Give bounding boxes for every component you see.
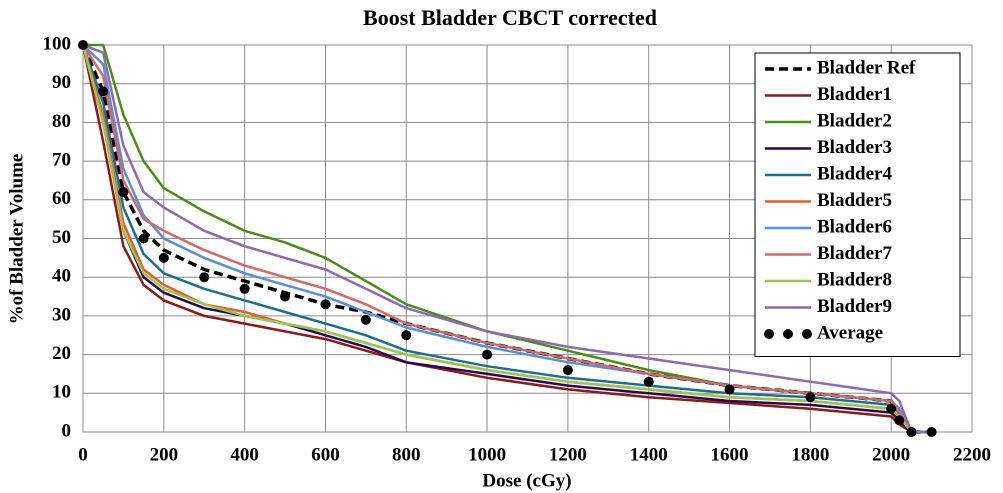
x-tick-label: 400 [230, 444, 259, 465]
series-line [81, 44, 932, 434]
data-point [239, 283, 250, 294]
x-tick-label: 800 [392, 444, 421, 465]
y-tick-label: 100 [43, 33, 72, 54]
x-tick-label: 1200 [549, 444, 587, 465]
data-point [724, 384, 735, 395]
legend-label: Bladder5 [817, 190, 892, 211]
y-tick-label: 80 [52, 111, 71, 132]
y-tick-label: 30 [52, 304, 71, 325]
series-line [82, 43, 932, 434]
data-point [401, 330, 412, 341]
legend-box [754, 52, 961, 357]
x-tick-label: 1000 [468, 444, 506, 465]
y-tick-label: 40 [52, 266, 71, 287]
legend-label: Bladder1 [817, 84, 892, 105]
legend-label: Bladder4 [817, 163, 892, 184]
legend-label: Bladder Ref [817, 57, 916, 78]
y-tick-label: 50 [52, 227, 71, 248]
x-axis-label: Dose (cGy) [482, 470, 571, 491]
y-tick-label: 70 [52, 149, 71, 170]
legend-marker [802, 329, 812, 339]
chart-title: Boost Bladder CBCT corrected [363, 5, 657, 30]
data-point [98, 86, 109, 97]
legend-label: Bladder7 [817, 243, 892, 264]
legend-label: Bladder3 [817, 137, 892, 158]
data-point [199, 272, 210, 283]
x-tick-label: 1800 [791, 444, 829, 465]
x-tick-label: 2000 [872, 444, 910, 465]
series-line [81, 44, 932, 434]
series-line [81, 44, 932, 434]
x-tick-label: 200 [150, 444, 179, 465]
data-point [894, 415, 905, 426]
y-tick-label: 20 [52, 343, 71, 364]
data-point [158, 252, 169, 263]
legend-label: Bladder8 [817, 269, 892, 290]
data-point [643, 376, 654, 387]
legend-label: Bladder6 [817, 216, 892, 237]
data-point [78, 40, 88, 50]
data-point [886, 403, 897, 414]
legend-marker [783, 329, 793, 339]
legend-label: Bladder2 [817, 110, 892, 131]
series-line [81, 44, 932, 434]
plot-frame [82, 44, 973, 433]
legend-label: Bladder9 [817, 296, 892, 317]
data-point [906, 427, 917, 437]
legend-marker [764, 329, 774, 339]
y-axis-label: %of Bladder Volume [6, 154, 27, 325]
x-tick-label: 1600 [711, 444, 749, 465]
data-point [138, 233, 149, 244]
x-tick-label: 0 [78, 444, 88, 465]
data-point [320, 299, 331, 310]
series-line [81, 44, 932, 434]
x-tick-label: 600 [311, 444, 340, 465]
data-point [805, 392, 816, 403]
data-point [360, 314, 371, 325]
legend-label: Average [817, 322, 883, 343]
y-tick-label: 60 [52, 188, 71, 209]
data-point [280, 291, 291, 302]
data-point [118, 187, 129, 198]
y-tick-label: 0 [62, 420, 72, 441]
data-point [562, 365, 573, 376]
data-point [482, 349, 493, 360]
x-tick-label: 1400 [630, 444, 668, 465]
data-point [926, 427, 937, 437]
y-tick-label: 90 [52, 72, 71, 93]
x-tick-label: 2200 [953, 444, 991, 465]
y-tick-label: 10 [52, 382, 71, 403]
